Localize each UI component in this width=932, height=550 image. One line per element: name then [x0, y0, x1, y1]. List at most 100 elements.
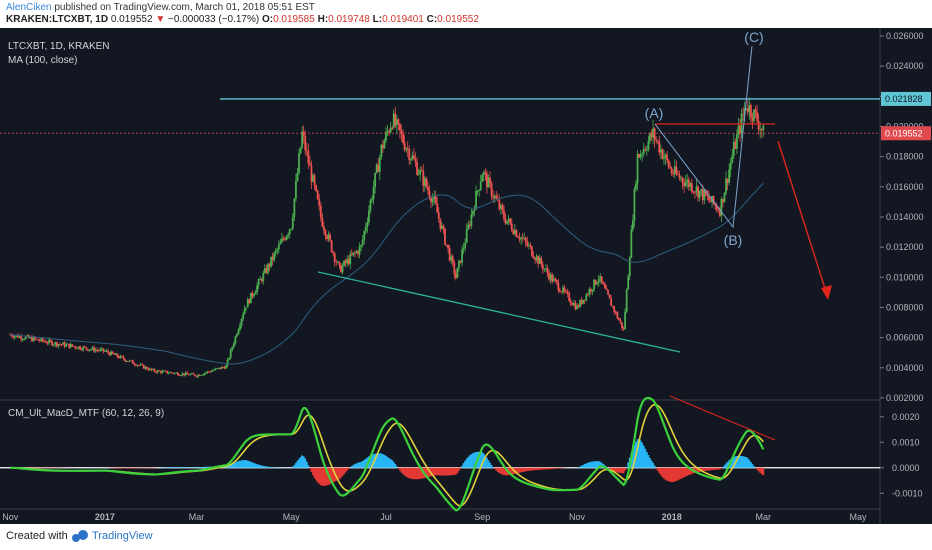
macd-histogram-bar [465, 458, 468, 468]
chart-area[interactable]: 0.0260000.0240000.0220000.0200000.018000… [0, 28, 932, 524]
candle-body [540, 257, 543, 265]
macd-histogram-bar [597, 461, 600, 468]
macd-histogram-bar [669, 467, 672, 482]
macd-histogram-bar [346, 467, 349, 471]
macd-histogram-bar [512, 467, 515, 475]
macd-histogram-bar [583, 464, 586, 468]
candle-body [40, 338, 43, 341]
macd-histogram-bar [330, 467, 333, 484]
price-tick-label: 0.002000 [886, 393, 924, 403]
low-label: L: [372, 14, 383, 25]
candle-body [236, 334, 238, 337]
candle-body [46, 342, 49, 344]
candle-body [186, 372, 189, 375]
candle-body [177, 372, 179, 376]
candle-body [717, 209, 720, 211]
candle-body [503, 210, 505, 219]
candle-body [327, 234, 330, 240]
candle-body [293, 198, 296, 217]
macd-histogram-bar [322, 467, 325, 486]
time-tick-label: Nov [2, 512, 19, 522]
candle-body [635, 183, 637, 190]
candle-body [628, 257, 631, 276]
candle-body [591, 289, 594, 292]
candle-body [596, 282, 599, 285]
macd-histogram-bar [468, 455, 471, 468]
tradingview-link[interactable]: TradingView [92, 530, 153, 542]
macd-histogram-bar [431, 467, 434, 476]
macd-histogram-bar [661, 467, 664, 477]
macd-histogram-bar [486, 457, 488, 468]
candle-body [729, 162, 732, 170]
macd-histogram-bar [299, 457, 302, 468]
macd-histogram-bar [517, 467, 519, 474]
candle-body [37, 338, 40, 341]
candle-body [152, 369, 154, 371]
macd-histogram-bar [636, 439, 639, 468]
candle-body [391, 127, 394, 129]
candle-body [687, 179, 690, 187]
time-tick-label: Mar [756, 512, 772, 522]
macd-histogram-bar [521, 467, 524, 473]
candle-body [586, 294, 589, 296]
candle-body [633, 189, 636, 221]
candle-body [546, 268, 549, 274]
candle-body [532, 255, 535, 259]
candle-body [45, 341, 47, 343]
macd-histogram-bar [504, 467, 507, 476]
candle-body [194, 374, 196, 377]
macd-histogram-bar [545, 467, 547, 470]
author-link[interactable]: AlenCiken [6, 2, 52, 13]
candle-body [492, 196, 495, 198]
candle-body [607, 290, 609, 295]
candle-body [243, 308, 246, 315]
high-value: 0.019748 [328, 14, 370, 25]
macd-histogram-bar [580, 465, 583, 468]
macd-histogram-bar [543, 467, 546, 470]
macd-histogram-bar [354, 464, 356, 468]
candle-body [329, 234, 331, 241]
candle-body [118, 356, 120, 359]
macd-histogram-bar [461, 465, 463, 468]
candle-body [249, 292, 252, 304]
candle-body [670, 168, 673, 174]
macd-histogram-bar [687, 467, 690, 476]
candle-body [237, 329, 240, 335]
macd-histogram-bar [177, 467, 179, 468]
macd-histogram-bar [293, 464, 296, 468]
macd-histogram-bar [725, 463, 727, 468]
macd-histogram-bar [610, 467, 613, 470]
candle-body [604, 284, 606, 289]
candle-body [340, 265, 342, 273]
candle-body [23, 339, 26, 340]
macd-histogram-bar [732, 456, 735, 468]
candle-body [315, 185, 318, 191]
candle-body [17, 334, 19, 338]
candle-body [594, 279, 597, 285]
candle-body [739, 125, 741, 134]
macd-histogram-bar [232, 463, 235, 468]
macd-histogram-bar [720, 467, 723, 469]
candle-body [436, 203, 439, 213]
wave-label: (A) [645, 105, 664, 121]
candle-body [110, 351, 113, 356]
candle-body [49, 339, 52, 342]
candle-body [422, 171, 425, 186]
candle-body [130, 360, 133, 362]
candle-body [34, 337, 36, 339]
macd-histogram-bar [459, 467, 462, 469]
macd-histogram-bar [760, 467, 763, 475]
candle-body [444, 228, 446, 245]
price-axis-background [880, 28, 932, 524]
candle-body [21, 339, 24, 340]
candle-body [69, 344, 72, 348]
macd-histogram-bar [695, 467, 698, 473]
candle-body [476, 190, 479, 192]
candle-body [756, 112, 758, 121]
candle-body [482, 172, 485, 175]
candle-body [579, 300, 581, 308]
macd-histogram-bar [131, 467, 134, 469]
macd-histogram-bar [135, 467, 137, 469]
candle-body [276, 249, 279, 251]
candle-body [220, 366, 223, 370]
